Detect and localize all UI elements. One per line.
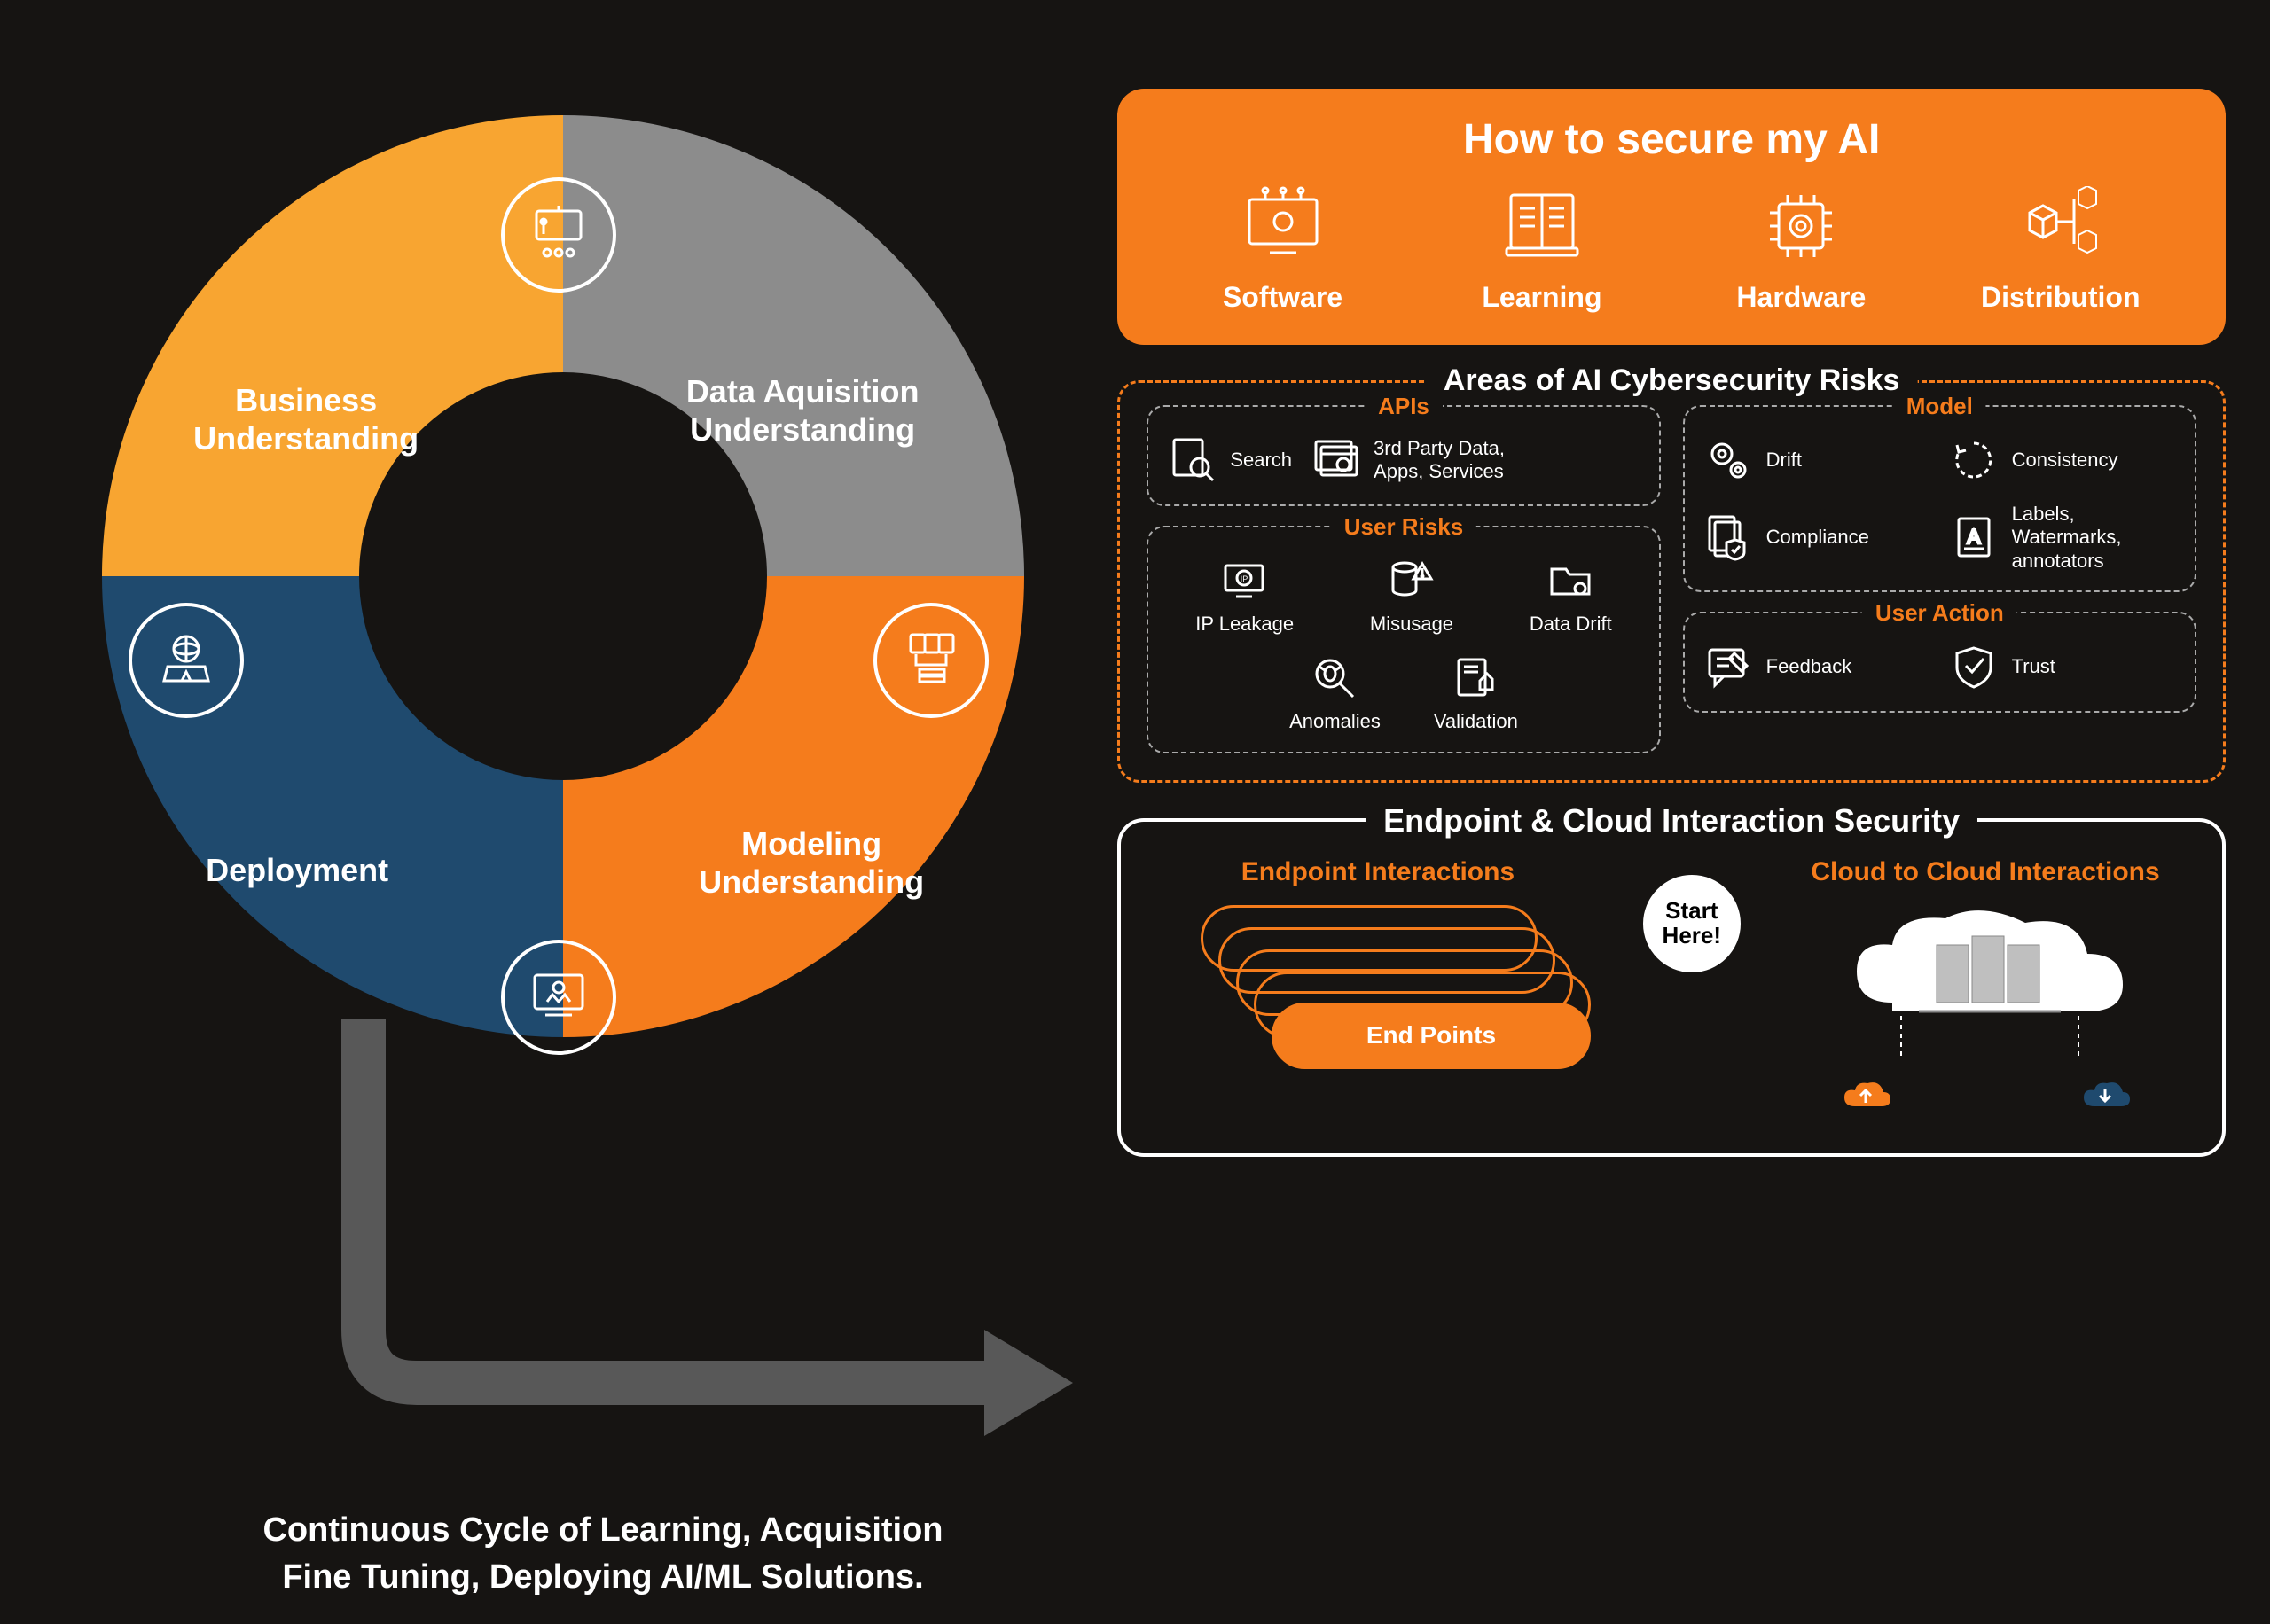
cycle-caption: Continuous Cycle of Learning, Acquisitio… <box>168 1507 1037 1601</box>
risk-search: Search <box>1166 433 1292 487</box>
risk-trust: Trust <box>1948 640 2176 693</box>
presentation-icon <box>501 177 616 293</box>
secure-title: How to secure my AI <box>1153 115 2190 164</box>
segment-business-label: BusinessUnderstanding <box>182 381 430 457</box>
start-here-badge: Start Here! <box>1643 875 1741 972</box>
risk-misusage: Misusage <box>1370 554 1453 636</box>
cloud-servers-icon <box>1830 905 2141 1065</box>
bug-lens-icon <box>1308 652 1361 705</box>
risk-labels: A Labels, Watermarks, annotators <box>1948 503 2176 573</box>
gears-icon <box>1702 433 1756 487</box>
stamp-icon <box>1449 652 1502 705</box>
secure-hardware: Hardware <box>1677 182 1926 314</box>
cycle-icon <box>1948 433 2001 487</box>
endpoint-stack: End Points <box>1201 905 1555 1082</box>
secure-learning: Learning <box>1418 182 1667 314</box>
user-action-title: User Action <box>1862 599 2017 627</box>
segment-deployment-label: Deployment <box>173 851 421 889</box>
secure-learning-label: Learning <box>1418 281 1667 314</box>
db-warn-icon <box>1385 554 1438 607</box>
risk-thirdparty: 3rd Party Data, Apps, Services <box>1310 433 1515 487</box>
doc-shield-icon <box>1702 511 1756 565</box>
risk-datadrift: Data Drift <box>1530 554 1612 636</box>
segment-data-label: Data AquisitionUnderstanding <box>652 372 953 449</box>
cloud-up-icon <box>1839 1078 1892 1122</box>
shield-check-icon <box>1948 640 2001 693</box>
segment-data <box>563 115 1024 576</box>
risks-panel: Areas of AI Cybersecurity Risks APIs Sea… <box>1117 380 2226 783</box>
secure-hardware-label: Hardware <box>1677 281 1926 314</box>
svg-text:IP: IP <box>1241 574 1248 583</box>
endpoint-left-heading: Endpoint Interactions <box>1152 857 1603 887</box>
secure-panel: How to secure my AI Software Learning Ha… <box>1117 89 2226 345</box>
globe-laptop-icon <box>129 603 244 718</box>
data-stack-icon <box>873 603 989 718</box>
doc-a-icon: A <box>1948 511 2001 565</box>
chip-icon <box>1677 182 1926 270</box>
cube-tree-icon <box>1936 182 2185 270</box>
endpoint-interactions: Endpoint Interactions End Points <box>1152 857 1603 1082</box>
model-title: Model <box>1893 393 1986 420</box>
apis-title: APIs <box>1365 393 1443 420</box>
folder-gear-icon <box>1544 554 1597 607</box>
user-risks-title: User Risks <box>1331 513 1476 541</box>
secure-distribution-label: Distribution <box>1936 281 2185 314</box>
user-risks-group: User Risks IP IP Leakage Misusage <box>1147 526 1660 753</box>
cloud-down-icon <box>2078 1078 2132 1122</box>
secure-software-label: Software <box>1158 281 1407 314</box>
cycle-arrow <box>293 1019 1091 1463</box>
doc-search-icon <box>1166 433 1219 487</box>
risk-ipleakage: IP IP Leakage <box>1195 554 1294 636</box>
cycle-section: BusinessUnderstanding Data AquisitionUnd… <box>44 89 1082 1157</box>
risk-consistency: Consistency <box>1948 433 2176 487</box>
risk-anomalies: Anomalies <box>1289 652 1381 733</box>
segment-modeling-label: ModelingUnderstanding <box>678 824 944 901</box>
user-action-group: User Action Feedback Trust <box>1683 612 2196 713</box>
svg-text:A: A <box>1968 526 1981 548</box>
risk-validation: Validation <box>1434 652 1518 733</box>
apis-group: APIs Search 3rd Party Data, Apps, Servic… <box>1147 405 1660 506</box>
endpoint-right-heading: Cloud to Cloud Interactions <box>1780 857 2191 887</box>
risk-feedback: Feedback <box>1702 640 1930 693</box>
note-pen-icon <box>1702 640 1756 693</box>
secure-distribution: Distribution <box>1936 182 2185 314</box>
endpoint-panel: Endpoint & Cloud Interaction Security En… <box>1117 818 2226 1157</box>
cloud-interactions: Cloud to Cloud Interactions <box>1780 857 2191 1122</box>
ip-monitor-icon: IP <box>1218 554 1272 607</box>
risk-drift: Drift <box>1702 433 1930 487</box>
segment-business <box>102 115 563 576</box>
book-icon <box>1418 182 1667 270</box>
secure-software: Software <box>1158 182 1407 314</box>
endpoints-pill: End Points <box>1272 1003 1591 1069</box>
browser-gear-icon <box>1310 433 1363 487</box>
endpoint-title: Endpoint & Cloud Interaction Security <box>1366 802 1977 839</box>
cycle-donut: BusinessUnderstanding Data AquisitionUnd… <box>75 89 1051 1064</box>
model-group: Model Drift Consistency <box>1683 405 2196 592</box>
monitor-circuit-icon <box>1158 182 1407 270</box>
risks-title: Areas of AI Cybersecurity Risks <box>1426 363 1918 398</box>
risk-compliance: Compliance <box>1702 503 1930 573</box>
